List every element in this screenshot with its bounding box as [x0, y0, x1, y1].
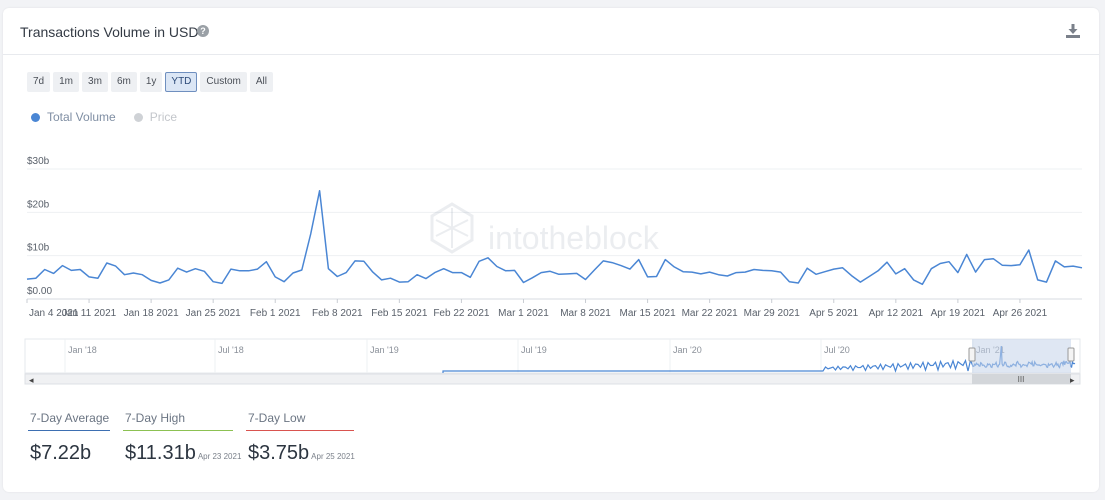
- stat-value-text: $3.75b: [248, 442, 310, 464]
- x-tick-label: Feb 8 2021: [312, 308, 363, 319]
- x-tick-label: Mar 22 2021: [682, 308, 739, 319]
- stat-7-day-average: 7-Day Average $7.22b: [28, 411, 110, 465]
- stat-value: $11.31b Apr 23 2021: [123, 442, 241, 465]
- stat-label: 7-Day Low: [248, 411, 306, 425]
- stat-underline: [28, 430, 110, 431]
- download-icon[interactable]: [1066, 24, 1080, 38]
- navigator-chart[interactable]: Jan '18 Jul '18 Jan '19 Jul '19 Jan '20 Jul '…: [3, 8, 1099, 408]
- stat-underline: [246, 430, 354, 431]
- stat-underline: [123, 430, 233, 431]
- x-tick-label: Apr 19 2021: [931, 308, 986, 319]
- x-tick-label: Jan 11 2021: [62, 308, 117, 319]
- watermark-logo-inner: [435, 208, 469, 248]
- navigator-handle-left[interactable]: [968, 347, 976, 362]
- navigator-tick-label: Jan '19: [370, 345, 399, 355]
- navigator-tick-label: Jul '19: [521, 345, 547, 355]
- range-button-3m[interactable]: 3m: [82, 72, 108, 92]
- chart-legend: Total Volume Price: [31, 110, 177, 124]
- y-tick-label: $10b: [27, 243, 50, 254]
- watermark: intotheblock: [430, 202, 660, 256]
- chart-card: Transactions Volume in USD ? 7d 1m 3m 6m 1y Y…: [3, 8, 1099, 492]
- stat-value-text: $11.31b: [125, 442, 196, 464]
- watermark-text: intotheblock: [488, 220, 660, 256]
- x-tick-label: Apr 5 2021: [809, 308, 858, 319]
- range-button-1m[interactable]: 1m: [53, 72, 80, 92]
- scroll-left-icon[interactable]: ◂: [29, 376, 34, 386]
- card-header: Transactions Volume in USD ?: [3, 8, 1099, 55]
- x-tick-label: Jan 4 2021: [29, 308, 79, 319]
- y-tick-label: $20b: [27, 199, 50, 210]
- stat-date: Apr 25 2021: [311, 452, 355, 461]
- x-tick-label: Mar 29 2021: [744, 308, 801, 319]
- x-tick-label: Feb 22 2021: [433, 308, 490, 319]
- x-tick-label: Jan 25 2021: [186, 308, 241, 319]
- stat-value: $7.22b: [28, 442, 110, 465]
- stat-label: 7-Day Average: [30, 411, 110, 425]
- stat-date: Apr 23 2021: [197, 452, 242, 461]
- legend-item-total-volume[interactable]: Total Volume: [31, 110, 116, 124]
- navigator-tick-label: Jan '18: [68, 345, 97, 355]
- stat-value: $3.75b Apr 25 2021: [246, 442, 355, 465]
- stat-label: 7-Day High: [125, 411, 186, 425]
- range-button-all[interactable]: All: [249, 72, 273, 92]
- legend-item-price[interactable]: Price: [133, 110, 178, 124]
- help-icon[interactable]: ?: [197, 25, 209, 37]
- range-button-ytd[interactable]: YTD: [165, 72, 198, 92]
- range-button-custom[interactable]: Custom: [200, 72, 247, 92]
- x-tick-label: Feb 15 2021: [371, 308, 428, 319]
- page-title: Transactions Volume in USD: [20, 24, 199, 40]
- x-tick-label: Mar 8 2021: [560, 308, 611, 319]
- navigator-tick-label: Jan '20: [673, 345, 702, 355]
- range-selector: 7d 1m 3m 6m 1y YTD Custom All: [27, 72, 273, 92]
- x-tick-label: Mar 1 2021: [498, 308, 549, 319]
- x-tick-label: Apr 12 2021: [869, 308, 924, 319]
- legend-label-price: Price: [149, 110, 178, 124]
- navigator-handle-right[interactable]: [1067, 347, 1075, 362]
- navigator-area: [24, 338, 1081, 374]
- legend-dot-price: [133, 112, 143, 122]
- navigator-tick-label: Jul '20: [824, 345, 850, 355]
- x-tick-label: Apr 26 2021: [993, 308, 1048, 319]
- stat-7-day-low: 7-Day Low $3.75b Apr 25 2021: [246, 411, 355, 465]
- scrollbar-thumb[interactable]: [972, 374, 1071, 384]
- x-tick-label: Jan 18 2021: [124, 308, 179, 319]
- navigator-selection[interactable]: [972, 339, 1071, 373]
- navigator-tick-label: Jul '18: [218, 345, 244, 355]
- x-tick-label: Mar 15 2021: [620, 308, 677, 319]
- x-tick-label: Feb 1 2021: [250, 308, 301, 319]
- legend-label-total-volume: Total Volume: [47, 110, 116, 124]
- legend-dot-total-volume: [31, 112, 40, 122]
- scrollbar-track[interactable]: [24, 373, 1081, 385]
- scrollbar-thumb-grip: III: [1018, 375, 1025, 384]
- watermark-logo-icon: [430, 202, 474, 254]
- stat-7-day-high: 7-Day High $11.31b Apr 23 2021: [123, 411, 241, 465]
- stat-value-text: $7.22b: [30, 442, 92, 464]
- range-button-7d[interactable]: 7d: [27, 72, 51, 92]
- scroll-right-icon[interactable]: ▸: [1070, 376, 1075, 386]
- y-tick-label: $30b: [27, 156, 50, 167]
- y-tick-label: $0.00: [27, 286, 52, 297]
- range-button-1y[interactable]: 1y: [139, 72, 163, 92]
- stats-row: 7-Day Average $7.22b 7-Day High $11.31b Apr …: [28, 411, 367, 465]
- series-line-total-volume[interactable]: [26, 189, 1083, 286]
- range-button-6m[interactable]: 6m: [110, 72, 137, 92]
